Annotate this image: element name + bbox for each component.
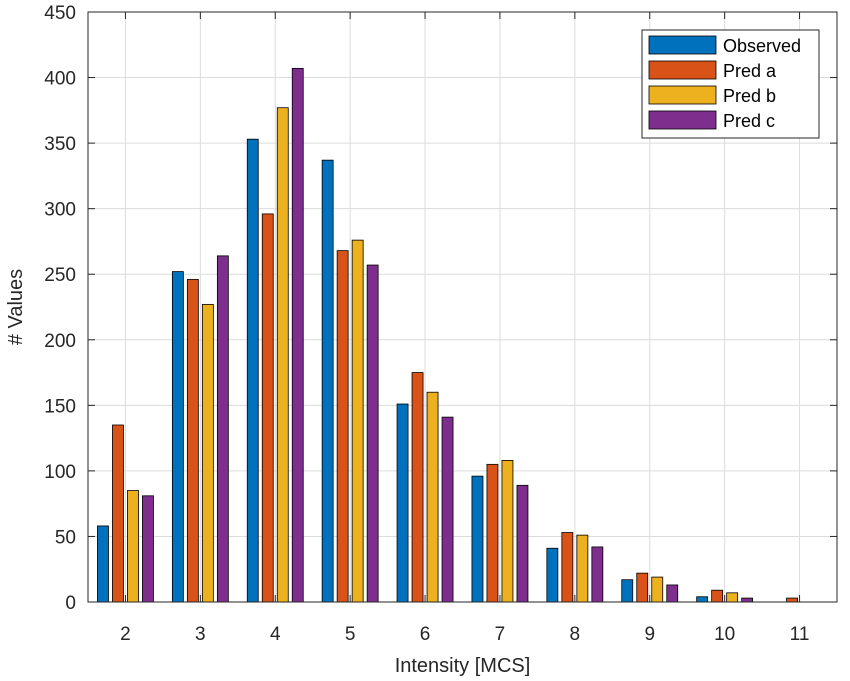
x-tick-label: 2 [120, 624, 131, 645]
bars [97, 67, 798, 603]
y-tick-label: 50 [55, 527, 76, 548]
bar-pred-a-3 [186, 279, 199, 603]
x-tick-label: 3 [195, 624, 206, 645]
bar-pred-c-6 [441, 416, 454, 603]
bar-pred-a-11 [786, 597, 798, 603]
bar-observed-5 [321, 159, 334, 603]
y-tick-label: 400 [44, 69, 76, 90]
x-tick-label: 4 [270, 624, 281, 645]
bar-pred-b-3 [201, 303, 214, 603]
x-tick-label: 8 [570, 624, 581, 645]
legend: Observed Pred a Pred b Pred c [641, 29, 820, 139]
bar-pred-a-2 [112, 424, 124, 603]
y-tick-label: 250 [44, 265, 76, 286]
legend-label: Pred c [723, 111, 775, 131]
bar-pred-b-7 [501, 459, 514, 603]
bar-observed-4 [246, 138, 259, 603]
bar-pred-a-10 [711, 589, 724, 603]
x-tick-label: 10 [714, 624, 735, 645]
bar-pred-c-5 [366, 264, 379, 603]
bar-pred-a-6 [411, 372, 424, 603]
bar-observed-7 [471, 475, 484, 603]
x-tick-label: 9 [644, 624, 655, 645]
bar-pred-a-9 [636, 572, 649, 603]
x-tick-label: 6 [420, 624, 431, 645]
grid [88, 11, 837, 603]
y-tick-label: 300 [44, 200, 76, 221]
y-tick-label: 0 [65, 593, 76, 614]
legend-label: Observed [723, 36, 801, 56]
y-axis-title: # Values [5, 269, 27, 345]
legend-swatch [648, 60, 717, 80]
plot-frame [87, 11, 838, 603]
bar-observed-2 [97, 525, 109, 603]
x-tick-label: 11 [790, 624, 810, 645]
legend-swatch [648, 35, 717, 55]
bar-pred-a-8 [561, 532, 574, 603]
legend-label: Pred b [723, 86, 776, 106]
bar-pred-c-4 [291, 67, 304, 603]
y-tick-label: 100 [44, 462, 76, 483]
bar-pred-c-9 [666, 584, 679, 603]
bar-pred-c-3 [216, 255, 229, 603]
bar-observed-6 [396, 403, 409, 603]
y-tick-label: 150 [44, 396, 76, 417]
bar-pred-b-4 [276, 107, 289, 603]
legend-swatch [648, 110, 717, 130]
bar-pred-b-8 [576, 534, 589, 603]
bar-pred-b-9 [651, 576, 664, 603]
axis-ticks: 0 50 100 150 200 250 300 350 400 450 2 3 4 5 6 7 8 9 10 11 [44, 3, 837, 645]
x-tick-label: 7 [495, 624, 506, 645]
legend-label: Pred a [723, 61, 777, 81]
bar-pred-c-2 [142, 495, 154, 603]
bar-pred-c-7 [516, 484, 529, 603]
bar-pred-c-8 [591, 546, 604, 603]
bar-pred-a-4 [261, 213, 274, 603]
x-axis-title: Intensity [MCS] [395, 655, 531, 677]
bar-observed-10 [696, 596, 709, 603]
bar-pred-b-5 [351, 239, 364, 603]
x-tick-label: 5 [345, 624, 356, 645]
bar-pred-c-10 [741, 597, 754, 603]
legend-swatch [648, 85, 717, 105]
bar-pred-a-7 [486, 463, 499, 603]
bar-pred-b-6 [426, 391, 439, 603]
bar-observed-9 [621, 579, 634, 603]
bar-pred-a-5 [336, 250, 349, 603]
y-tick-label: 450 [44, 3, 76, 24]
y-tick-label: 200 [44, 331, 76, 352]
y-tick-label: 350 [44, 134, 76, 155]
bar-observed-8 [546, 547, 559, 603]
bar-pred-b-2 [127, 490, 139, 603]
bar-pred-b-10 [726, 592, 739, 603]
bar-observed-3 [171, 271, 184, 603]
